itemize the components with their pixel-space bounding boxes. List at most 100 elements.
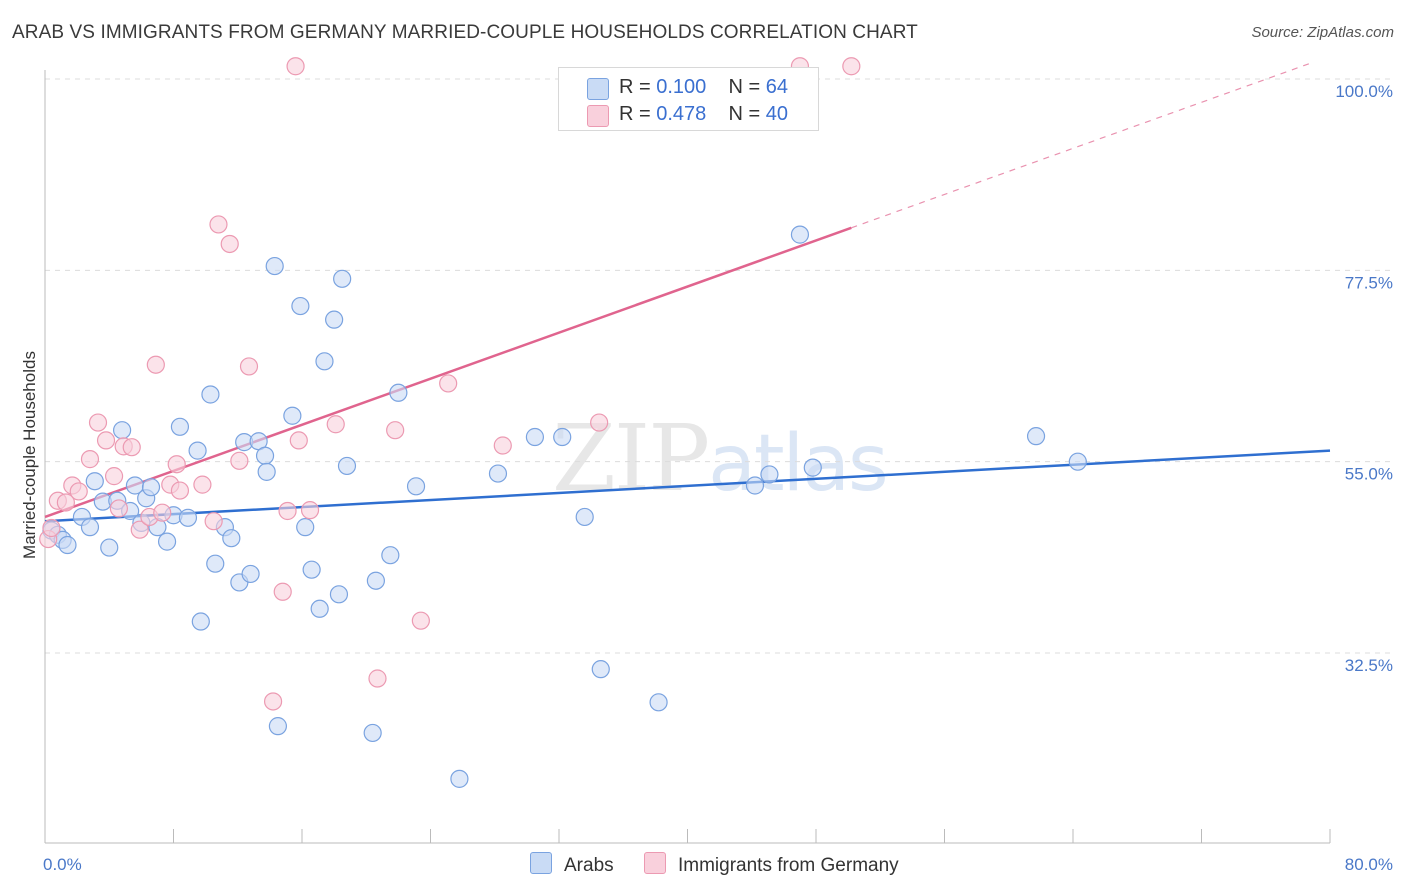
- legend-r-label: R =: [619, 103, 651, 125]
- arab-legend-swatch: [530, 852, 552, 874]
- arab-point: [188, 441, 207, 460]
- germany-point: [289, 431, 308, 450]
- legend-r-value-arabs: 0.100: [656, 76, 707, 98]
- germany-point: [590, 413, 609, 432]
- arab-point: [141, 478, 161, 497]
- arab-point: [265, 256, 284, 276]
- germany-point: [96, 431, 116, 450]
- source-credit: Source: ZipAtlas.com: [1251, 24, 1394, 41]
- arab-point: [649, 693, 668, 712]
- bottom-legend-germany[interactable]: Immigrants from Germany: [644, 852, 899, 877]
- germany-point: [56, 493, 75, 512]
- arab-swatch: [587, 78, 609, 100]
- y-tick-label: 100.0%: [1335, 82, 1393, 101]
- arab-point: [85, 472, 104, 491]
- germany-trend-line-extension: [851, 61, 1315, 229]
- axis-labels: 32.5% 55.0% 77.5% 100.0% 0.0% 80.0% Married-co…: [20, 82, 1393, 874]
- germany-point: [69, 482, 88, 501]
- x-tick-label-max: 80.0%: [1345, 855, 1393, 874]
- germany-point: [80, 450, 100, 469]
- germany-point: [326, 415, 345, 434]
- arab-point: [389, 383, 408, 402]
- arab-point: [575, 507, 594, 527]
- germany-point: [230, 451, 249, 470]
- arab-point: [268, 717, 288, 736]
- germany-point: [493, 436, 512, 455]
- arab-point: [296, 518, 315, 537]
- germany-point: [193, 475, 212, 494]
- germany-legend-swatch: [644, 852, 666, 874]
- arab-trend-line: [44, 449, 1331, 523]
- germany-point: [411, 611, 430, 630]
- arab-point: [112, 421, 132, 440]
- y-axis-title: Married-couple Households: [20, 351, 39, 559]
- watermark-atlas: atlas: [708, 419, 888, 509]
- legend-n-value-arabs: 64: [765, 76, 789, 98]
- watermark-zip: ZIP: [552, 405, 710, 512]
- watermark: ZIPatlas: [552, 405, 889, 512]
- germany-points: [39, 57, 861, 711]
- arab-point: [178, 508, 198, 527]
- germany-point: [88, 413, 108, 432]
- germany-point: [130, 520, 149, 539]
- arab-point: [333, 269, 352, 288]
- legend-r-value-germany: 0.478: [656, 103, 707, 125]
- germany-point: [263, 692, 283, 711]
- arab-point: [291, 296, 310, 316]
- germany-point: [278, 501, 297, 521]
- correlation-legend: R = 0.100 N = 64 R = 0.478 N = 40: [558, 67, 819, 131]
- arab-point: [222, 529, 241, 548]
- germany-point: [122, 438, 141, 457]
- arab-point: [283, 406, 302, 425]
- arab-point: [201, 385, 220, 404]
- germany-point: [239, 357, 259, 376]
- arab-point: [100, 538, 119, 557]
- germany-swatch: [587, 105, 609, 127]
- arab-point: [157, 532, 177, 551]
- arab-point: [310, 599, 329, 618]
- axes: [44, 70, 1331, 844]
- germany-point: [170, 481, 190, 500]
- arab-point: [80, 518, 100, 537]
- arab-point: [170, 417, 190, 436]
- arab-point: [790, 225, 810, 244]
- germany-point: [842, 57, 861, 76]
- arab-point: [191, 612, 210, 631]
- arab-point: [406, 477, 426, 496]
- bottom-legend-arabs[interactable]: Arabs: [530, 852, 614, 877]
- germany-point: [273, 582, 292, 601]
- arab-point: [255, 446, 275, 465]
- arab-point: [745, 476, 765, 495]
- legend-r-label: R =: [619, 76, 651, 98]
- arab-point: [206, 554, 225, 573]
- germany-point: [300, 501, 320, 520]
- germany-point: [286, 57, 305, 76]
- arab-point: [760, 465, 779, 484]
- bottom-legend-arabs-label: Arabs: [564, 855, 614, 876]
- arab-point: [1068, 452, 1087, 471]
- germany-point: [153, 503, 172, 522]
- y-tick-label: 55.0%: [1345, 465, 1393, 484]
- arab-point: [381, 546, 400, 565]
- arab-point: [241, 564, 260, 584]
- arab-point: [325, 310, 344, 329]
- arab-point: [337, 456, 357, 476]
- arab-point: [488, 464, 508, 483]
- germany-point: [439, 374, 458, 393]
- arab-point: [257, 462, 276, 481]
- arab-points: [42, 225, 1087, 788]
- germany-point: [104, 467, 124, 486]
- arab-point: [366, 571, 385, 590]
- germany-trend-line: [44, 226, 852, 519]
- arab-point: [363, 723, 382, 743]
- bottom-legend-germany-label: Immigrants from Germany: [678, 855, 899, 876]
- germany-point: [368, 669, 387, 688]
- germany-point: [167, 455, 186, 474]
- x-tick-label-min: 0.0%: [43, 855, 82, 874]
- arab-point: [329, 585, 349, 604]
- arab-point: [1026, 427, 1046, 446]
- y-tick-label: 32.5%: [1345, 656, 1393, 675]
- germany-point: [220, 234, 239, 254]
- y-tick-label: 77.5%: [1345, 273, 1393, 292]
